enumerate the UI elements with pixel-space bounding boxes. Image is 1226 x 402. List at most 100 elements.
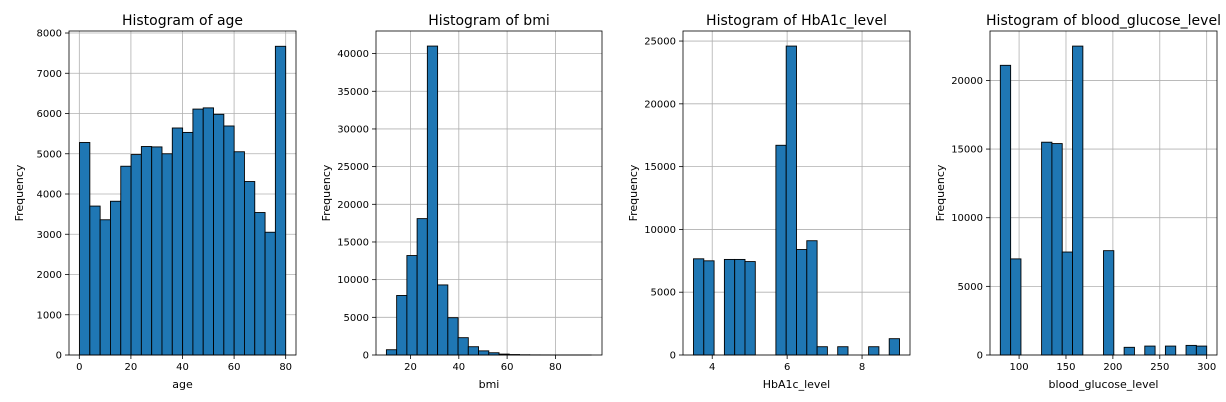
x-axis-label: HbA1c_level [763,378,830,391]
histogram-bar [775,144,787,356]
histogram-bar [140,146,153,356]
y-tick-label: 8000 [37,29,62,40]
chart-title: Histogram of age [122,13,243,29]
y-tick-label: 4000 [37,190,62,201]
histogram-bar [703,260,715,356]
axes-frame [989,30,1218,356]
y-tick-label: 10000 [337,275,369,286]
histogram-bar [79,142,91,356]
y-tick-label: 35000 [337,87,369,98]
y-tick-label: 0 [363,351,369,362]
histogram-bar [130,154,142,356]
histogram-panel-2: 4 6 8 0 5000 10000 15000 20000 25000 Histogram of… [627,13,911,391]
histogram-bar [416,218,428,356]
histogram-bar [1144,345,1156,356]
histogram-bar [999,64,1012,356]
x-tick-label: 40 [452,362,465,373]
histogram-panel-1: 20 40 60 80 0 5000 10000 15000 20000 25000 30000 35… [320,13,603,391]
histogram-panel-3: 100 150 200 250 300 0 5000 10000 15000 20000 Histo… [934,13,1221,391]
y-axis-label: Frequency [627,164,640,221]
histogram-bar [120,165,132,356]
histogram-bar [233,151,245,356]
y-tick-label: 15000 [337,237,369,248]
histogram-bar [1123,346,1135,356]
chart-title: Histogram of blood_glucose_level [986,13,1221,29]
y-tick-label: 1000 [37,310,62,321]
y-axis-label: Frequency [13,164,26,221]
x-tick-label: 80 [549,362,562,373]
histogram-bar [1061,251,1073,356]
y-tick-label: 5000 [651,288,676,299]
histogram-bar [202,107,214,356]
y-tick-label: 3000 [37,230,62,241]
histogram-bar [816,346,828,356]
y-tick-label: 20000 [644,99,676,110]
histogram-bar [785,45,797,356]
histogram-bar [182,131,194,356]
histogram-bar [213,113,225,356]
x-tick-label: 60 [501,362,514,373]
histogram-bar [693,258,705,356]
x-axis-label: bmi [479,378,500,391]
x-tick-label: 150 [1056,362,1075,373]
x-tick-label: 250 [1150,362,1169,373]
y-tick-label: 2000 [37,270,62,281]
y-tick-label: 10000 [644,225,676,236]
histogram-bar [426,45,439,356]
histogram-bar [888,338,900,356]
histogram-bar [1072,45,1084,356]
histogram-bar [161,153,173,356]
histogram-bar [457,337,469,356]
y-tick-label: 5000 [344,313,369,324]
histogram-bar [385,349,398,356]
histogram-bar [396,295,408,356]
histogram-bar [437,284,449,356]
y-tick-label: 0 [670,351,676,362]
histogram-bar [264,231,276,356]
y-tick-label: 25000 [337,162,369,173]
histogram-bar [1195,345,1208,356]
y-tick-label: 20000 [337,200,369,211]
histogram-bar [192,108,204,356]
histogram-bar [467,346,479,356]
histogram-bar [478,350,490,356]
histogram-bar [723,258,736,356]
x-tick-label: 80 [279,362,292,373]
x-tick-label: 0 [76,362,82,373]
histogram-bar [171,127,184,356]
y-tick-label: 0 [977,351,983,362]
histogram-bar [868,346,880,356]
y-tick-label: 0 [56,351,62,362]
histogram-bar [223,125,235,356]
y-tick-label: 5000 [958,282,983,293]
histogram-bar [1185,344,1197,356]
histogram-bar [796,249,808,356]
histogram-bar [99,219,111,356]
y-tick-label: 7000 [37,69,62,80]
x-tick-label: 4 [709,362,715,373]
y-tick-label: 15000 [951,145,983,156]
histogram-bar [1164,345,1177,356]
y-tick-label: 30000 [337,124,369,135]
histogram-bar [244,181,256,356]
y-axis-label: Frequency [320,164,333,221]
histogram-bar [151,146,163,356]
histogram-bar [1051,143,1063,356]
x-tick-label: 100 [1010,362,1029,373]
x-tick-label: 8 [859,362,865,373]
histogram-bar [1010,258,1022,356]
y-tick-label: 6000 [37,109,62,120]
histogram-bar [837,346,849,356]
histogram-bar [109,200,122,356]
histogram-bar [447,317,459,356]
x-tick-label: 6 [784,362,790,373]
axes-frame [682,30,911,356]
y-tick-label: 25000 [644,37,676,48]
y-axis-label: Frequency [934,164,947,221]
x-axis-label: age [172,378,193,391]
y-tick-label: 10000 [951,213,983,224]
x-tick-label: 20 [404,362,417,373]
y-tick-label: 20000 [951,76,983,87]
histogram-panel-0: 0 20 40 60 80 0 1000 2000 3000 4000 5000 6000 7000 80… [13,13,297,391]
